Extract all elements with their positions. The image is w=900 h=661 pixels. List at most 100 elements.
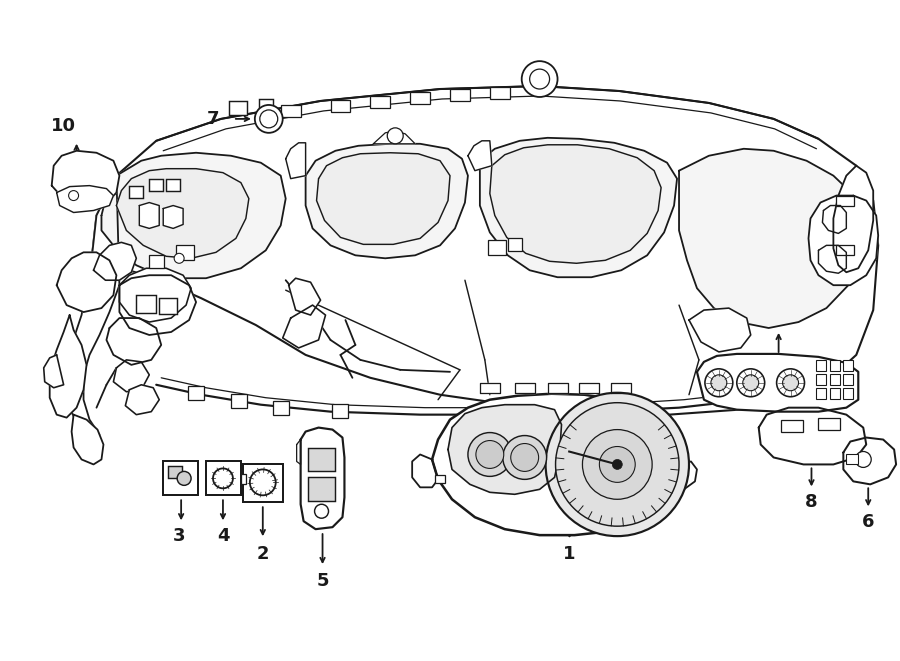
Circle shape bbox=[522, 61, 557, 97]
Bar bbox=[450, 89, 470, 101]
Circle shape bbox=[213, 469, 233, 488]
Polygon shape bbox=[515, 383, 535, 393]
Polygon shape bbox=[317, 153, 450, 245]
Circle shape bbox=[255, 105, 283, 133]
Circle shape bbox=[711, 375, 727, 391]
Text: 3: 3 bbox=[173, 527, 185, 545]
Polygon shape bbox=[759, 408, 866, 465]
Circle shape bbox=[705, 369, 733, 397]
Bar bbox=[206, 461, 241, 495]
Text: 8: 8 bbox=[806, 493, 818, 511]
Polygon shape bbox=[44, 355, 64, 388]
Bar bbox=[831, 374, 841, 385]
Polygon shape bbox=[106, 318, 161, 365]
Bar bbox=[816, 374, 826, 385]
Text: 2: 2 bbox=[256, 545, 269, 563]
Circle shape bbox=[783, 375, 798, 391]
Bar bbox=[490, 87, 509, 99]
Polygon shape bbox=[67, 176, 120, 440]
Polygon shape bbox=[289, 278, 320, 315]
Polygon shape bbox=[823, 206, 846, 233]
Bar bbox=[780, 420, 803, 432]
Bar bbox=[831, 388, 841, 399]
Bar bbox=[435, 475, 445, 483]
Circle shape bbox=[545, 393, 689, 536]
Circle shape bbox=[177, 471, 191, 485]
Polygon shape bbox=[432, 394, 681, 535]
Circle shape bbox=[260, 110, 278, 128]
Bar bbox=[166, 178, 180, 190]
Bar bbox=[816, 360, 826, 371]
Bar bbox=[308, 447, 336, 471]
Polygon shape bbox=[818, 245, 846, 273]
Polygon shape bbox=[50, 315, 86, 418]
Circle shape bbox=[555, 403, 679, 526]
Bar bbox=[836, 245, 854, 255]
Polygon shape bbox=[490, 145, 662, 263]
Polygon shape bbox=[679, 149, 863, 328]
Bar bbox=[818, 418, 841, 430]
Bar bbox=[149, 255, 164, 268]
Circle shape bbox=[175, 253, 184, 263]
Circle shape bbox=[582, 430, 652, 499]
Polygon shape bbox=[51, 151, 120, 208]
Polygon shape bbox=[57, 253, 116, 312]
Bar bbox=[843, 388, 853, 399]
Bar bbox=[370, 96, 391, 108]
Bar bbox=[168, 467, 182, 479]
Circle shape bbox=[777, 369, 805, 397]
Text: 4: 4 bbox=[217, 527, 230, 545]
Polygon shape bbox=[448, 405, 562, 494]
Polygon shape bbox=[580, 383, 599, 393]
Bar bbox=[843, 360, 853, 371]
Polygon shape bbox=[92, 86, 878, 414]
Polygon shape bbox=[843, 438, 896, 485]
Bar bbox=[130, 186, 143, 198]
Polygon shape bbox=[689, 308, 751, 352]
Polygon shape bbox=[125, 385, 159, 414]
Circle shape bbox=[387, 128, 403, 144]
Polygon shape bbox=[611, 383, 631, 393]
Text: 9: 9 bbox=[772, 309, 785, 327]
Bar bbox=[273, 401, 289, 414]
Bar bbox=[488, 241, 506, 255]
Bar bbox=[308, 477, 336, 501]
Circle shape bbox=[737, 369, 765, 397]
Polygon shape bbox=[72, 414, 104, 465]
Circle shape bbox=[476, 440, 504, 469]
Polygon shape bbox=[306, 144, 468, 258]
Polygon shape bbox=[468, 141, 491, 171]
Bar bbox=[241, 475, 246, 485]
Polygon shape bbox=[833, 166, 873, 272]
Bar bbox=[243, 465, 283, 502]
Text: 10: 10 bbox=[51, 117, 76, 135]
Bar bbox=[136, 295, 157, 313]
Text: 1: 1 bbox=[563, 545, 576, 563]
Bar bbox=[281, 105, 301, 117]
Circle shape bbox=[68, 190, 78, 200]
Polygon shape bbox=[374, 131, 415, 144]
Bar bbox=[836, 196, 854, 206]
Circle shape bbox=[315, 504, 328, 518]
Polygon shape bbox=[480, 137, 677, 277]
Circle shape bbox=[510, 444, 538, 471]
Circle shape bbox=[468, 432, 512, 477]
Polygon shape bbox=[102, 153, 285, 278]
Polygon shape bbox=[480, 383, 500, 393]
Polygon shape bbox=[547, 383, 568, 393]
Bar bbox=[231, 394, 247, 408]
Bar bbox=[410, 92, 430, 104]
Circle shape bbox=[742, 375, 759, 391]
Polygon shape bbox=[297, 440, 301, 465]
Bar bbox=[163, 461, 198, 495]
Polygon shape bbox=[412, 455, 438, 487]
Bar bbox=[176, 245, 194, 260]
Bar bbox=[188, 386, 204, 400]
Bar bbox=[229, 101, 247, 115]
Circle shape bbox=[530, 69, 550, 89]
Bar bbox=[149, 178, 163, 190]
Bar bbox=[330, 100, 350, 112]
Circle shape bbox=[599, 447, 635, 483]
Polygon shape bbox=[283, 305, 326, 348]
Polygon shape bbox=[113, 360, 149, 392]
